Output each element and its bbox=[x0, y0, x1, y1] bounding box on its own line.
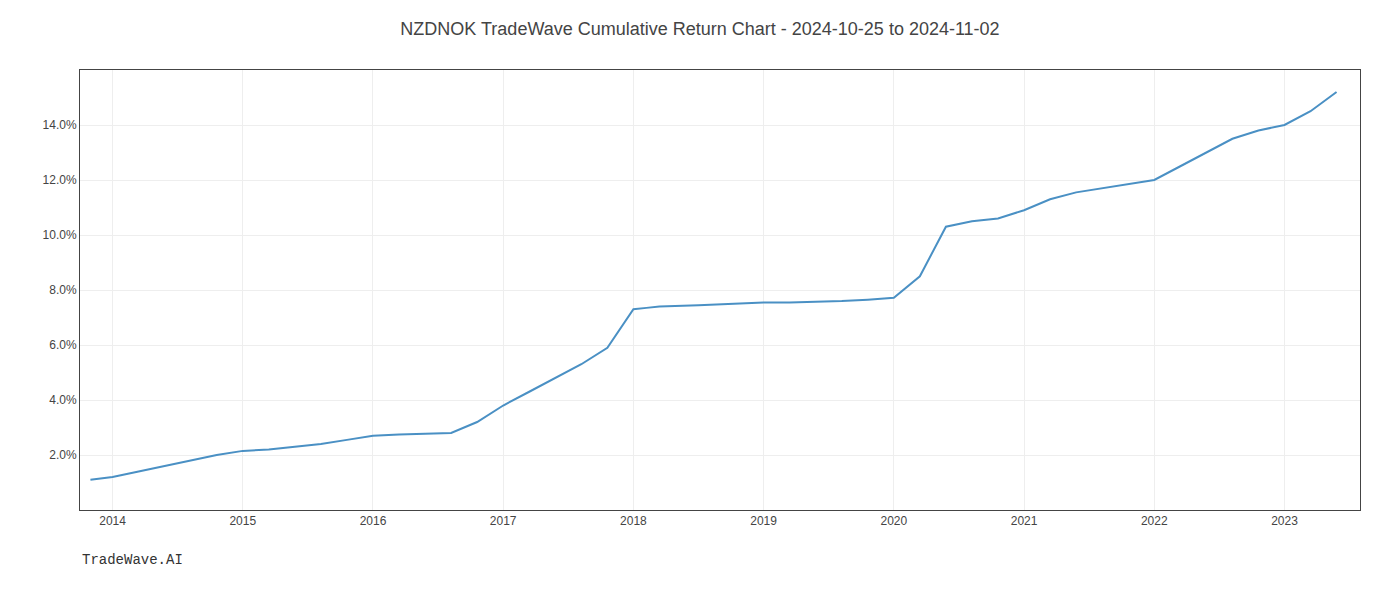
svg-text:2022: 2022 bbox=[1141, 514, 1168, 528]
svg-text:TradeWave.AI: TradeWave.AI bbox=[82, 552, 183, 568]
svg-text:4.0%: 4.0% bbox=[49, 393, 77, 407]
svg-text:2.0%: 2.0% bbox=[49, 448, 77, 462]
svg-text:NZDNOK TradeWave Cumulative Re: NZDNOK TradeWave Cumulative Return Chart… bbox=[400, 19, 999, 39]
svg-text:2020: 2020 bbox=[880, 514, 907, 528]
svg-text:12.0%: 12.0% bbox=[43, 173, 77, 187]
svg-text:2023: 2023 bbox=[1271, 514, 1298, 528]
svg-text:8.0%: 8.0% bbox=[49, 283, 77, 297]
svg-text:10.0%: 10.0% bbox=[43, 228, 77, 242]
svg-text:2015: 2015 bbox=[229, 514, 256, 528]
svg-text:14.0%: 14.0% bbox=[43, 118, 77, 132]
svg-text:2019: 2019 bbox=[750, 514, 777, 528]
svg-text:6.0%: 6.0% bbox=[49, 338, 77, 352]
svg-text:2014: 2014 bbox=[99, 514, 126, 528]
svg-text:2016: 2016 bbox=[360, 514, 387, 528]
svg-text:2021: 2021 bbox=[1011, 514, 1038, 528]
svg-text:2018: 2018 bbox=[620, 514, 647, 528]
svg-text:2017: 2017 bbox=[490, 514, 517, 528]
